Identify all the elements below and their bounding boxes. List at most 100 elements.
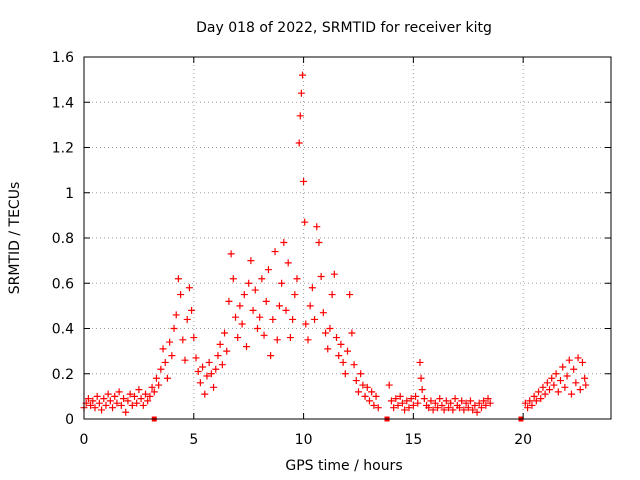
data-point (521, 399, 529, 407)
data-point (458, 397, 466, 405)
data-point (420, 395, 428, 403)
data-point (535, 388, 543, 396)
data-point (352, 377, 360, 385)
data-point (460, 406, 468, 414)
data-point (163, 374, 171, 382)
data-point (278, 279, 286, 287)
data-point (473, 408, 481, 416)
data-point (311, 315, 319, 323)
data-point (350, 361, 358, 369)
data-point (392, 395, 400, 403)
data-point (249, 306, 257, 314)
data-point (359, 381, 367, 389)
data-point (264, 266, 272, 274)
data-point (300, 177, 308, 185)
data-point (177, 291, 185, 299)
data-point (240, 291, 248, 299)
data-point (330, 270, 338, 278)
data-point (563, 372, 571, 380)
data-point (409, 401, 417, 409)
grid (84, 57, 611, 419)
data-point (185, 284, 193, 292)
y-tick-label: 0.6 (52, 276, 74, 292)
data-point (541, 390, 549, 398)
data-point (341, 370, 349, 378)
data-point (567, 390, 575, 398)
data-point (89, 397, 97, 405)
data-point (528, 401, 536, 409)
data-point (157, 365, 165, 373)
data-point (315, 239, 323, 247)
data-point (275, 302, 283, 310)
data-point (174, 275, 182, 283)
data-point (425, 404, 433, 412)
data-point (471, 401, 479, 409)
data-point (565, 356, 573, 364)
data-point (445, 404, 453, 412)
data-point (532, 397, 540, 405)
data-point (232, 313, 240, 321)
data-point (412, 392, 420, 400)
data-point (436, 395, 444, 403)
data-point (115, 388, 123, 396)
data-point (370, 401, 378, 409)
data-point (267, 352, 275, 360)
data-point (201, 390, 209, 398)
data-point (293, 275, 301, 283)
x-tick-label: 10 (295, 432, 313, 448)
data-point (152, 374, 160, 382)
ticks: 0 0.2 0.4 0.6 0.8 1 1.2 1.4 1.6 0 5 10 15 20 (52, 50, 611, 448)
x-tick-label: 5 (189, 432, 198, 448)
data-point (271, 248, 279, 256)
data-point (539, 383, 547, 391)
data-point (155, 381, 163, 389)
data-point (396, 392, 404, 400)
data-point (289, 315, 297, 323)
data-point (431, 399, 439, 407)
data-point (280, 239, 288, 247)
data-point (210, 383, 218, 391)
data-point (578, 358, 586, 366)
data-point (581, 374, 589, 382)
data-point (179, 336, 187, 344)
data-point (296, 112, 304, 120)
data-point (363, 383, 371, 391)
data-point (238, 320, 246, 328)
data-point (225, 297, 233, 305)
data-point (135, 386, 143, 394)
data-point (434, 404, 442, 412)
data-point (477, 404, 485, 412)
y-tick-label: 0.4 (52, 322, 74, 338)
data-point (207, 370, 215, 378)
data-point (203, 372, 211, 380)
data-point (87, 401, 95, 409)
data-point (100, 395, 108, 403)
data-point (365, 397, 373, 405)
data-point (418, 386, 426, 394)
data-point (361, 392, 369, 400)
data-point (543, 379, 551, 387)
data-point (427, 397, 435, 405)
data-point (313, 223, 321, 231)
data-point (339, 358, 347, 366)
data-point (251, 286, 259, 294)
data-point (469, 406, 477, 414)
data-point (572, 379, 580, 387)
data-point (146, 392, 154, 400)
data-point (216, 340, 224, 348)
data-point (374, 404, 382, 412)
data-point (124, 397, 132, 405)
data-point (357, 370, 365, 378)
data-point (109, 404, 117, 412)
data-point (344, 347, 351, 355)
data-point (190, 334, 198, 342)
data-point (192, 354, 200, 362)
data-point (440, 406, 448, 414)
data-point (227, 250, 235, 258)
data-point (333, 334, 341, 342)
data-point (429, 406, 437, 414)
data-point (170, 325, 178, 332)
data-point (403, 397, 411, 405)
data-point (480, 397, 488, 405)
data-point (183, 315, 191, 323)
